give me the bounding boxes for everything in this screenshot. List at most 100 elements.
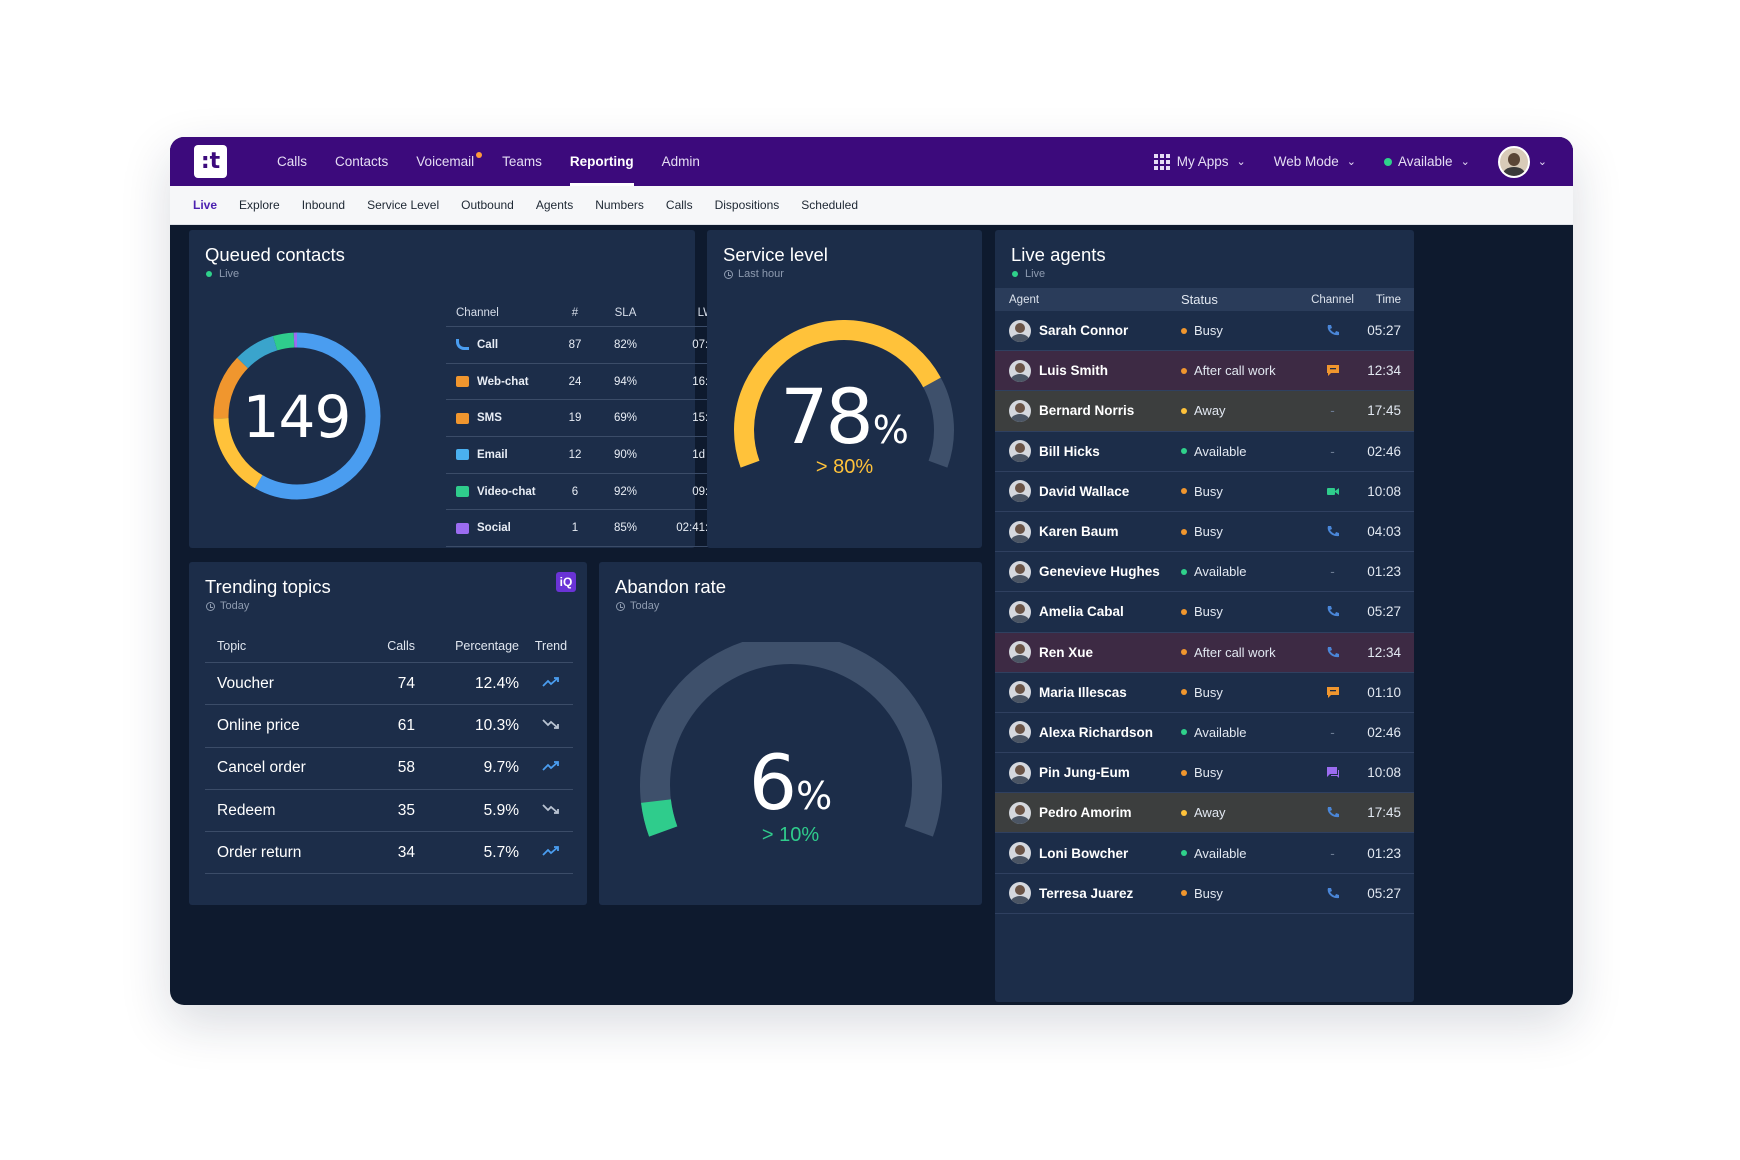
user-menu[interactable]: ⌄ [1497,145,1547,178]
agent-row[interactable]: Loni Bowcher Available - 01:23 [995,833,1414,874]
nav-item-reporting[interactable]: Reporting [556,137,648,186]
phone-icon [1327,887,1339,898]
avatar [1009,319,1031,342]
agents-table-header: Agent Status Channel Time [995,288,1414,311]
nav-item-label: Voicemail [416,154,475,169]
agent-status-menu[interactable]: Available ⌄ [1384,154,1470,169]
cell-sla: 90% [613,448,638,461]
cell-calls: 74 [397,674,415,692]
nav-item-voicemail[interactable]: Voicemail [402,137,488,186]
agent-row[interactable]: Amelia Cabal Busy 05:27 [995,592,1414,633]
agent-name: Pin Jung-Eum [1039,765,1130,781]
no-channel-dash: - [1330,443,1335,459]
cell-agent: Genevieve Hughes [995,560,1181,583]
agent-row[interactable]: Pin Jung-Eum Busy 10:08 [995,753,1414,794]
subnav-item-live[interactable]: Live [193,198,218,212]
subnav-item-inbound[interactable]: Inbound [301,198,346,212]
agent-row[interactable]: Luis Smith After call work 12:34 [995,351,1414,392]
subnav-item-outbound[interactable]: Outbound [461,198,514,212]
channel-name: Social [477,522,511,535]
cell-count: 24 [568,375,582,388]
agents-table-body: Sarah Connor Busy 05:27 Luis Smith After cal… [995,311,1414,914]
panel-title: Trending topics [205,576,331,597]
abandon-rate-panel: Abandon rate Today 6% > 10% [599,562,982,905]
agent-name: Sarah Connor [1039,323,1129,339]
cell-status: Busy [1181,524,1301,539]
subnav-item-scheduled[interactable]: Scheduled [801,198,858,212]
agent-row[interactable]: Karen Baum Busy 04:03 [995,512,1414,553]
status-label: After call work [1194,363,1276,379]
cell-channel: - [1301,846,1364,861]
nav-item-admin[interactable]: Admin [648,137,714,186]
main-nav: Calls Contacts Voicemail Teams Reporting Admi… [263,137,714,186]
agent-row[interactable]: Genevieve Hughes Available - 01:23 [995,552,1414,593]
avatar [1009,399,1031,422]
cell-status: After call work [1181,363,1301,378]
agent-name: Ren Xue [1039,644,1094,660]
col-calls: Calls [387,639,415,653]
agent-row[interactable]: Bernard Norris Away - 17:45 [995,391,1414,432]
no-channel-dash: - [1330,724,1335,740]
app-logo[interactable]: :t [194,145,227,178]
video-icon [456,486,469,498]
video-icon [1326,487,1339,495]
agent-row[interactable]: Terresa Juarez Busy 05:27 [995,874,1414,914]
status-label: Away [1194,403,1226,419]
agent-row[interactable]: Alexa Richardson Available - 02:46 [995,713,1414,754]
status-dot-icon [1181,327,1187,334]
status-dot-icon [1181,689,1187,696]
agent-row[interactable]: Maria Illescas Busy 01:10 [995,673,1414,713]
subnav-item-agents[interactable]: Agents [535,198,574,212]
subnav-item-numbers[interactable]: Numbers [595,198,644,212]
status-dot-icon [1181,608,1187,615]
cell-calls: 35 [397,801,415,819]
avatar [1009,882,1031,905]
subnav-item-calls[interactable]: Calls [665,198,693,212]
service-level-value: 78% [707,372,982,461]
trend-up-icon [542,845,559,856]
nav-item-calls[interactable]: Calls [263,137,321,186]
my-apps-menu[interactable]: My Apps ⌄ [1153,153,1246,170]
clock-icon [724,269,733,279]
cell-sla: 85% [613,522,638,535]
iq-badge-icon[interactable]: iQ [556,572,576,592]
cell-channel [1301,646,1364,659]
subnav-item-explore[interactable]: Explore [239,198,280,212]
status-label: Available [1194,443,1247,459]
subnav-item-service-level[interactable]: Service Level [367,198,440,212]
my-apps-label: My Apps [1176,154,1229,169]
status-dot-icon [1181,568,1187,575]
cell-channel: Email [446,449,558,461]
agent-row[interactable]: David Wallace Busy 10:08 [995,472,1414,512]
status-label: Busy [1194,483,1223,499]
status-label: Busy [1194,684,1223,700]
agent-row[interactable]: Bill Hicks Available - 02:46 [995,432,1414,472]
subnav-item-dispositions[interactable]: Dispositions [714,198,780,212]
agent-row[interactable]: Sarah Connor Busy 05:27 [995,311,1414,352]
service-level-panel: Service level Last hour 78% > 80% [707,230,982,548]
nav-item-teams[interactable]: Teams [488,137,556,186]
service-level-gauge [734,320,954,468]
agent-row[interactable]: Pedro Amorim Away 17:45 [995,793,1414,834]
cell-time: 05:27 [1367,604,1401,620]
avatar [1009,440,1031,463]
web-mode-menu[interactable]: Web Mode ⌄ [1274,154,1356,169]
web-mode-label: Web Mode [1273,154,1339,169]
social-icon [1326,767,1339,779]
agent-name: Luis Smith [1039,363,1109,379]
status-label: Busy [1194,885,1223,901]
top-right-controls: My Apps ⌄ Web Mode ⌄ Available ⌄ ⌄ [1126,137,1547,186]
agent-row[interactable]: Ren Xue After call work 12:34 [995,632,1414,673]
cell-time: 02:46 [1367,724,1401,740]
trending-topics-panel: Trending topics Today iQ Topic Calls Per… [189,562,587,905]
panel-subtitle: Last hour [724,268,784,280]
avatar [1009,681,1031,704]
agent-name: Terresa Juarez [1039,885,1134,901]
status-dot-icon [1384,157,1393,166]
cell-time: 05:27 [1367,323,1401,339]
trend-up-icon [542,676,559,687]
cell-trend [519,802,573,820]
trend-up-icon [542,761,559,771]
nav-item-contacts[interactable]: Contacts [321,137,402,186]
